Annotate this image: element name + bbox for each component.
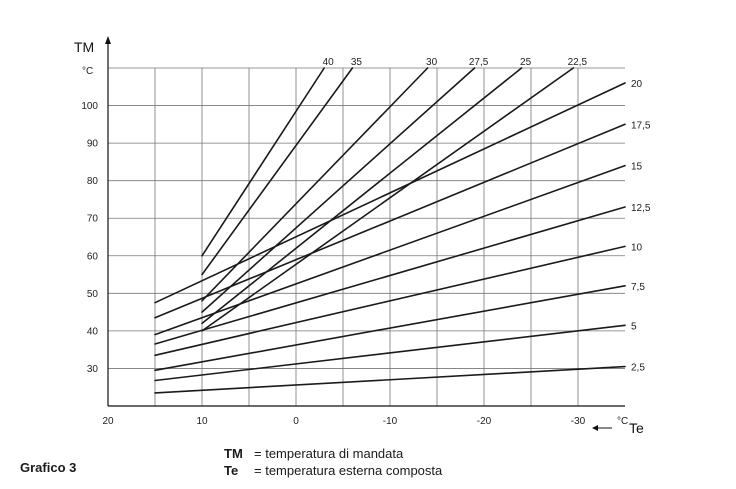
- series-label: 12,5: [631, 203, 651, 214]
- legend-row-te: Te = temperatura esterna composta: [224, 462, 442, 479]
- series-lines: [154, 67, 626, 394]
- series-line: [201, 67, 354, 276]
- series-label: 40: [323, 57, 335, 68]
- y-axis-arrow: [105, 36, 111, 44]
- grid: [108, 67, 625, 406]
- series-line: [154, 245, 626, 357]
- legend: TM = temperatura di mandata Te = temperatu…: [224, 445, 442, 479]
- x-tick-label: 20: [102, 416, 114, 427]
- y-tick-label: 90: [87, 139, 99, 150]
- x-axis-unit: °C: [617, 416, 628, 427]
- series-line: [154, 324, 626, 382]
- legend-symbol-te: Te: [224, 463, 239, 478]
- series-line: [154, 164, 626, 336]
- y-axis-unit: °C: [82, 66, 93, 77]
- series-label: 7,5: [631, 282, 645, 293]
- series-label: 5: [631, 321, 637, 332]
- legend-text-tm: = temperatura di mandata: [254, 446, 404, 461]
- series-line: [201, 67, 476, 313]
- series-line: [201, 67, 326, 257]
- y-tick-label: 100: [81, 101, 98, 112]
- y-tick-label: 30: [87, 364, 99, 375]
- y-tick-label: 80: [87, 176, 99, 187]
- series-line: [154, 284, 626, 372]
- x-tick-label: 0: [293, 416, 299, 427]
- x-axis-title: Te: [629, 420, 644, 436]
- legend-row-tm: TM = temperatura di mandata: [224, 445, 442, 462]
- series-label: 27,5: [469, 57, 489, 68]
- series-line: [154, 365, 626, 394]
- series-line: [154, 82, 626, 304]
- series-label: 35: [351, 57, 363, 68]
- series-label: 15: [631, 162, 643, 173]
- series-label: 22,5: [568, 57, 588, 68]
- series-label: 30: [426, 57, 438, 68]
- series-line: [154, 206, 626, 345]
- series-label: 25: [520, 57, 532, 68]
- series-label: 17,5: [631, 120, 651, 131]
- figure-caption: Grafico 3: [20, 460, 77, 475]
- legend-symbol-tm: TM: [224, 446, 243, 461]
- series-label: 2,5: [631, 363, 645, 374]
- y-tick-label: 70: [87, 214, 99, 225]
- y-tick-label: 60: [87, 251, 99, 262]
- x-tick-label: -20: [477, 416, 492, 427]
- legend-text-te: = temperatura esterna composta: [254, 463, 443, 478]
- axes: [105, 36, 625, 407]
- y-axis-title: TM: [74, 39, 94, 55]
- x-tick-label: -10: [383, 416, 398, 427]
- series-line: [201, 67, 523, 325]
- series-line: [201, 67, 429, 302]
- y-tick-label: 50: [87, 289, 99, 300]
- x-tick-label: -30: [571, 416, 586, 427]
- series-line: [154, 123, 626, 319]
- series-line: [201, 67, 575, 332]
- series-label: 20: [631, 79, 643, 90]
- x-tick-label: 10: [196, 416, 208, 427]
- series-label: 10: [631, 242, 643, 253]
- y-tick-label: 40: [87, 326, 99, 337]
- x-axis-arrow: [592, 425, 612, 431]
